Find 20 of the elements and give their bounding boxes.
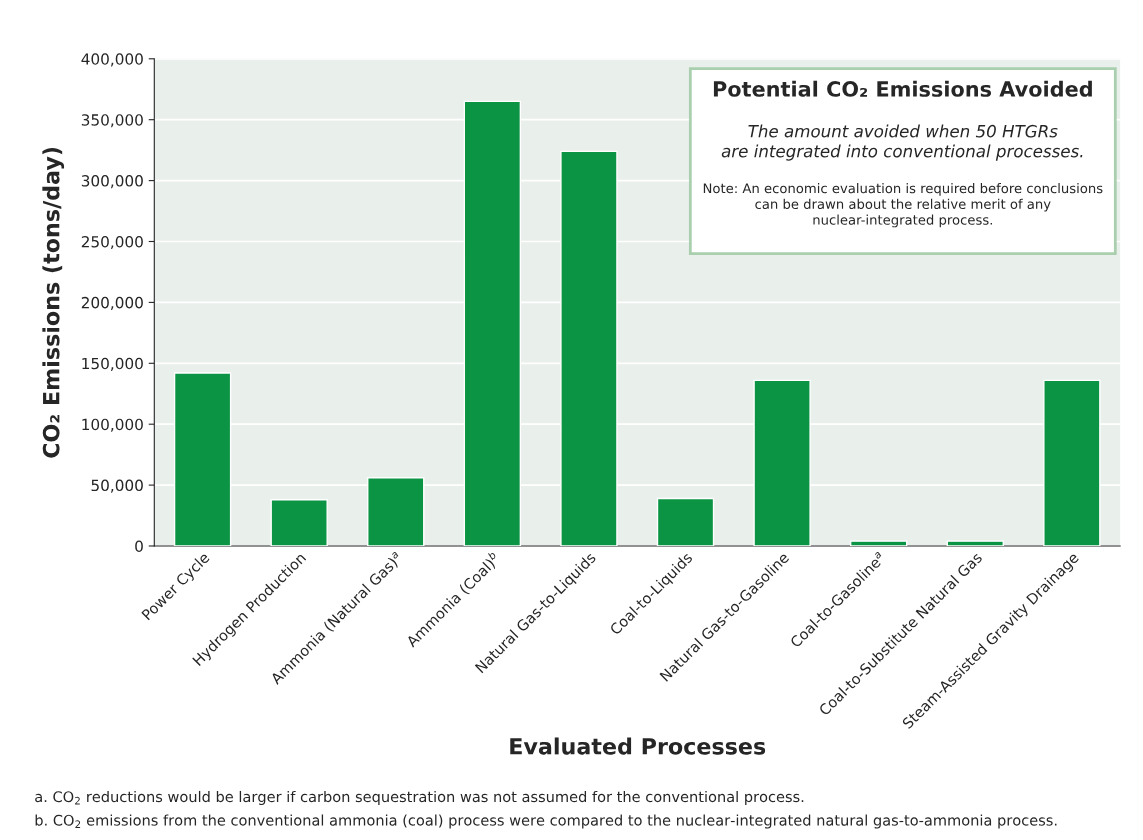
y-tick-label: 50,000 xyxy=(91,479,143,493)
y-tick-label: 200,000 xyxy=(81,296,143,310)
y-tick-label: 0 xyxy=(135,540,143,553)
annotation: Note: An economic evaluation is required before conclusions can be drawn about the relative merit of any nuclear-integrated process. xyxy=(703,183,1103,228)
text: The amount avoided when 50 HTGRs are integrated into conventional processes. xyxy=(721,124,1083,161)
y-tick-label: 250,000 xyxy=(81,235,143,250)
bar xyxy=(656,497,715,546)
y-tick-label: 300,000 xyxy=(81,175,143,189)
text: Potential CO₂ Emissions Avoided xyxy=(713,80,1092,97)
bar xyxy=(849,540,908,546)
bar xyxy=(270,499,328,546)
y-tick-label: 150,000 xyxy=(82,357,143,371)
text: a. CO$_{2}$ reductions would be larger if carbon sequestration was not assumed for the conventional process. xyxy=(35,790,804,806)
y-tick-label: 100,000 xyxy=(82,418,143,432)
bar xyxy=(946,540,1004,546)
text: b. CO$_{2}$ emissions from the conventional ammonia (coal) process were compared to the nuclear-integrated natural gas-to-ammonia process. xyxy=(35,814,1057,829)
y-tick-label: 350,000 xyxy=(81,114,143,128)
y-axis-title: CO₂ Emissions (tons/day) xyxy=(42,147,65,458)
x-axis-title: Evaluated Processes xyxy=(510,737,766,755)
y-tick-label: 400,000 xyxy=(81,53,143,67)
